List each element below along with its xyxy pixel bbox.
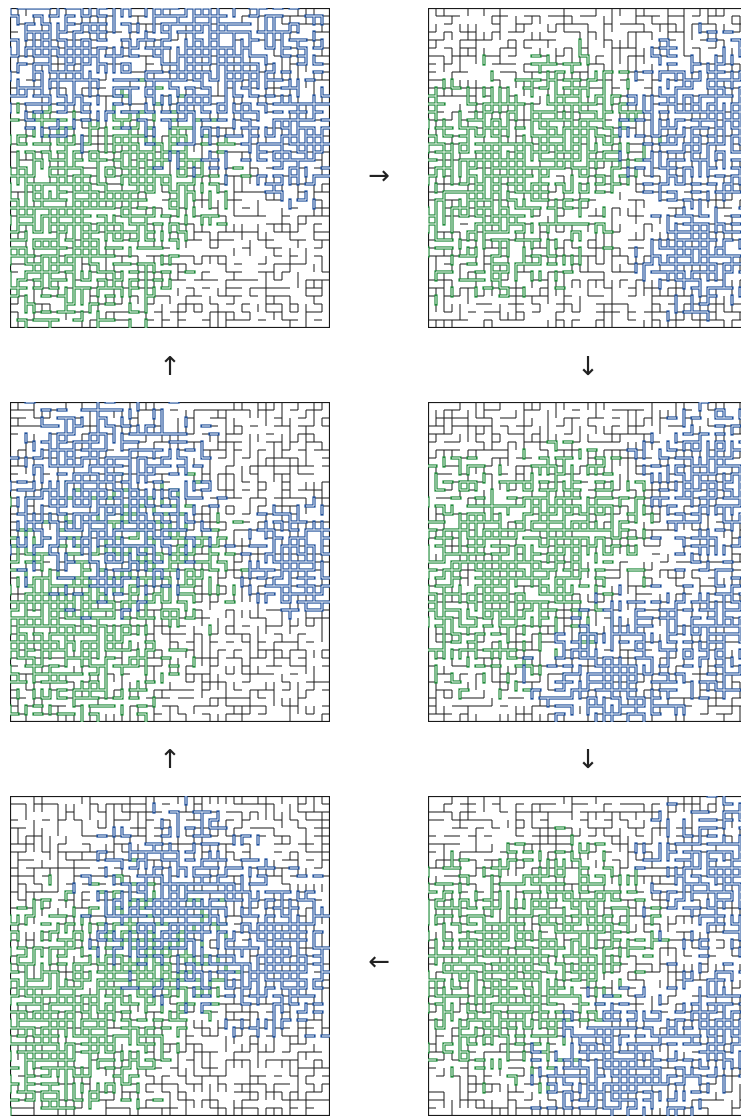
arrow-up-icon: ↑ [150,740,190,780]
blue-cluster-path [620,24,741,320]
green-cluster-inner-line [10,80,250,328]
arrow-down-icon: ↓ [568,740,608,780]
maze-svg-2 [428,8,741,328]
arrow-up-icon: ↑ [150,347,190,387]
arrow-down-icon: ↓ [568,347,608,387]
maze-panel-2 [428,8,741,328]
arrow-left-icon: ← [359,942,399,982]
maze-svg-1 [10,8,330,328]
maze-panel-1 [10,8,330,328]
maze-svg-5 [10,796,330,1116]
maze-svg-4 [428,402,741,722]
maze-panel-3 [10,402,330,722]
maze-panel-4 [428,402,741,722]
arrow-right-icon: → [359,156,399,196]
maze-panel-5 [10,796,330,1116]
maze-panel-6 [428,796,741,1116]
maze-svg-3 [10,402,330,722]
maze-svg-6 [428,796,741,1116]
